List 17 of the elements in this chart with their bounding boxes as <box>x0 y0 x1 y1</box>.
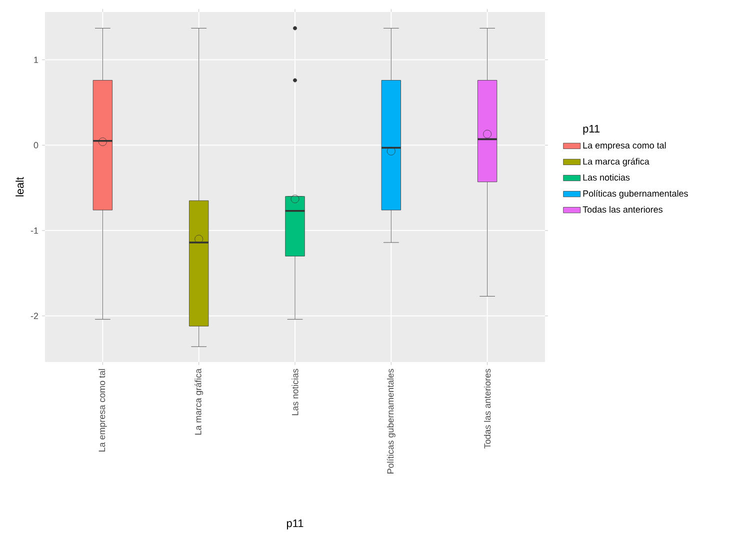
legend-label: Las noticias <box>583 174 630 181</box>
legend-label: La empresa como tal <box>583 142 666 150</box>
legend-label: Políticas gubernamentales <box>583 190 688 198</box>
legend-label: Todas las anteriores <box>582 206 662 213</box>
y-tick-label: -1 <box>30 227 38 234</box>
x-tick-label: La marca gráfica <box>194 368 204 435</box>
legend-label: La marca gráfica <box>583 158 650 166</box>
legend-title: p11 <box>583 124 600 135</box>
y-tick-label: 1 <box>34 56 38 63</box>
x-tick-label: La empresa como tal <box>98 369 107 452</box>
x-tick-label: Las noticias <box>292 368 298 416</box>
y-tick-label: -2 <box>30 312 38 320</box>
x-axis-title: p11 <box>286 520 304 530</box>
y-axis-title: lealt <box>16 177 24 196</box>
x-tick-label: Políticas gubernamentales <box>386 368 396 474</box>
y-tick-label: 0 <box>34 142 38 148</box>
x-tick-label: Todas las anteriores <box>484 368 491 449</box>
